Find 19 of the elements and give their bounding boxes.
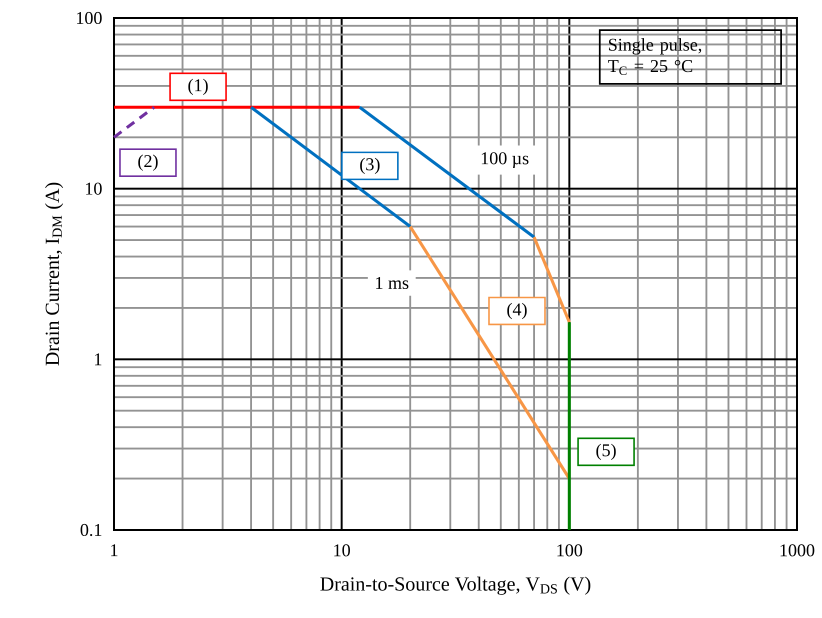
series-label: (3) — [360, 158, 380, 174]
x-tick-label: 1 — [111, 544, 118, 556]
y-tick-label: 0.1 — [80, 524, 102, 536]
series-label: (2) — [138, 154, 158, 171]
x-axis-title: Drain-to-Source Voltage, V$_{DS}$ (V) — [320, 576, 590, 595]
annotation: T$_{C}$ = 25 °C — [608, 60, 692, 75]
y-tick-label: 100 — [76, 12, 102, 24]
series-label: (5) — [596, 444, 616, 460]
annotation: Single pulse, — [608, 38, 702, 55]
x-tick-label: 10 — [334, 544, 350, 556]
y-tick-label: 10 — [86, 182, 102, 195]
y-axis-title: Drain Current, I$_{DM}$ (A) — [45, 182, 64, 366]
annotation: 1 ms — [376, 276, 408, 290]
series-label: (1) — [188, 78, 208, 96]
annotation: 100 µs — [482, 152, 528, 168]
y-tick-label: 1 — [94, 353, 102, 366]
x-tick-label: 1000 — [780, 544, 814, 556]
x-tick-label: 100 — [557, 544, 582, 556]
series-label: (4) — [507, 302, 527, 320]
